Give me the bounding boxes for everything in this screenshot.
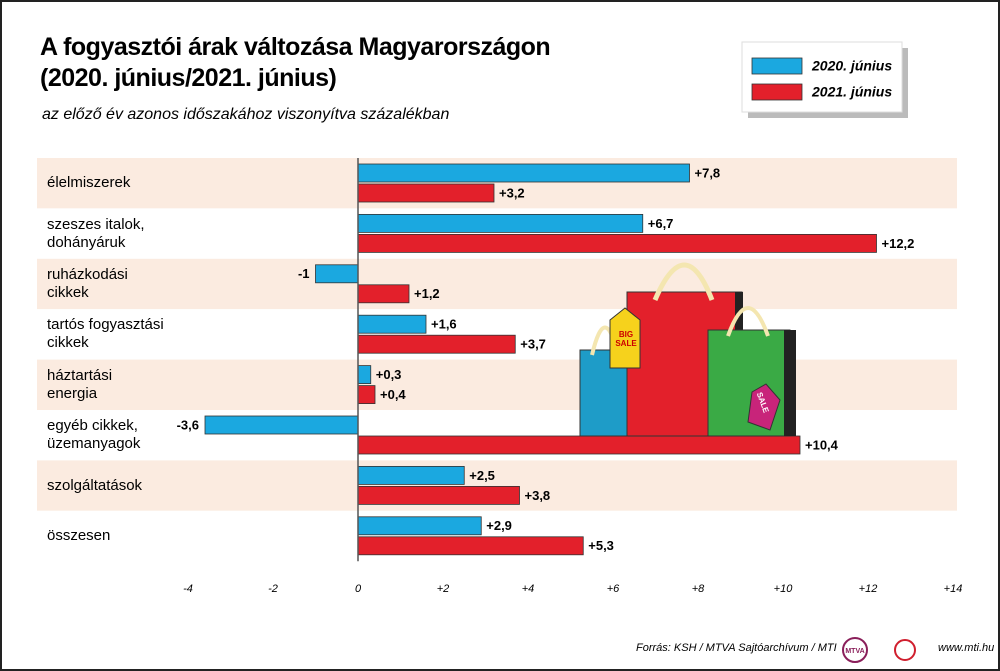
x-tick-label: +6 xyxy=(607,583,620,595)
value-label: +1,2 xyxy=(414,286,440,301)
bar xyxy=(357,334,516,354)
value-label: +7,8 xyxy=(695,165,721,180)
logo-mti xyxy=(894,639,916,661)
value-label: +2,5 xyxy=(469,468,495,483)
bar xyxy=(357,163,690,183)
value-label: +3,8 xyxy=(525,488,551,503)
bar xyxy=(357,435,801,455)
bar xyxy=(315,264,359,284)
x-tick-label: +10 xyxy=(774,583,794,595)
bar xyxy=(357,284,410,304)
tag-text: BIG SALE xyxy=(615,330,637,348)
value-label: +0,4 xyxy=(380,387,406,402)
bar xyxy=(357,314,427,334)
category-label: tartós fogyasztási cikkek xyxy=(47,316,164,352)
x-tick-label: -4 xyxy=(183,583,193,595)
x-tick-label: -2 xyxy=(268,583,278,595)
bar xyxy=(357,536,584,556)
category-label: élelmiszerek xyxy=(47,174,131,192)
legend-box xyxy=(741,41,903,113)
source: Forrás: KSH / MTVA Sajtóarchívum / MTI xyxy=(636,642,837,654)
value-label: +6,7 xyxy=(648,216,674,231)
x-tick-label: +2 xyxy=(437,583,450,595)
legend-label: 2020. június xyxy=(811,58,892,74)
value-label: +1,6 xyxy=(431,317,457,332)
value-label: -3,6 xyxy=(177,417,199,432)
value-label: +0,3 xyxy=(376,367,402,382)
bar xyxy=(357,213,644,233)
handle xyxy=(726,306,770,337)
bar xyxy=(357,516,482,536)
bar xyxy=(357,233,877,253)
value-label: +3,7 xyxy=(520,337,546,352)
illustration xyxy=(579,262,796,437)
bar xyxy=(357,183,495,203)
bag-side xyxy=(784,330,796,436)
tag-sale xyxy=(747,383,781,431)
x-tick-label: 0 xyxy=(355,583,362,595)
x-tick-label: +4 xyxy=(522,583,535,595)
value-label: +3,2 xyxy=(499,185,525,200)
category-label: háztartási energia xyxy=(47,366,113,402)
plot: +7,8 +6,7 -1 +1,6 +0,3 -3,6 +2,5 +2,9 +3,2 +12,2 +… xyxy=(177,158,915,562)
bar xyxy=(204,415,359,435)
handle xyxy=(652,262,715,301)
chart-subtitle: az előző év azonos időszakához viszonyít… xyxy=(42,106,450,123)
logo-text: MTVA xyxy=(845,648,864,655)
value-label: +10,4 xyxy=(805,437,839,452)
category-label: szeszes italok, dohányáruk xyxy=(47,215,145,251)
value-label: +5,3 xyxy=(588,538,614,553)
tag-big xyxy=(609,307,641,369)
category-label: ruházkodási cikkek xyxy=(47,266,128,301)
value-label: +2,9 xyxy=(486,518,512,533)
bar xyxy=(357,485,520,505)
logo-mtva xyxy=(842,637,868,663)
bar xyxy=(357,365,372,385)
website: www.mti.hu xyxy=(938,642,995,654)
bar xyxy=(357,385,376,405)
row-backgrounds xyxy=(37,158,957,562)
x-tick-label: +12 xyxy=(859,583,878,595)
category-label: szolgáltatások xyxy=(47,476,143,494)
x-tick-label: +14 xyxy=(944,583,963,595)
row-band xyxy=(37,258,957,310)
row-band xyxy=(37,359,957,410)
legend-swatch xyxy=(751,83,803,101)
x-tick-label: +8 xyxy=(692,583,705,595)
value-label: -1 xyxy=(298,266,310,281)
category-label: egyéb cikkek, üzemanyagok xyxy=(47,417,141,453)
category-label: összesen xyxy=(47,527,111,544)
legend: 2020. június 2021. június xyxy=(741,41,908,118)
value-label: +12,2 xyxy=(882,236,915,251)
legend-swatch xyxy=(751,57,803,75)
legend-label: 2021. június xyxy=(811,84,892,100)
chart-title: A fogyasztói árak változása Magyarország… xyxy=(40,33,551,92)
bar xyxy=(357,465,465,485)
